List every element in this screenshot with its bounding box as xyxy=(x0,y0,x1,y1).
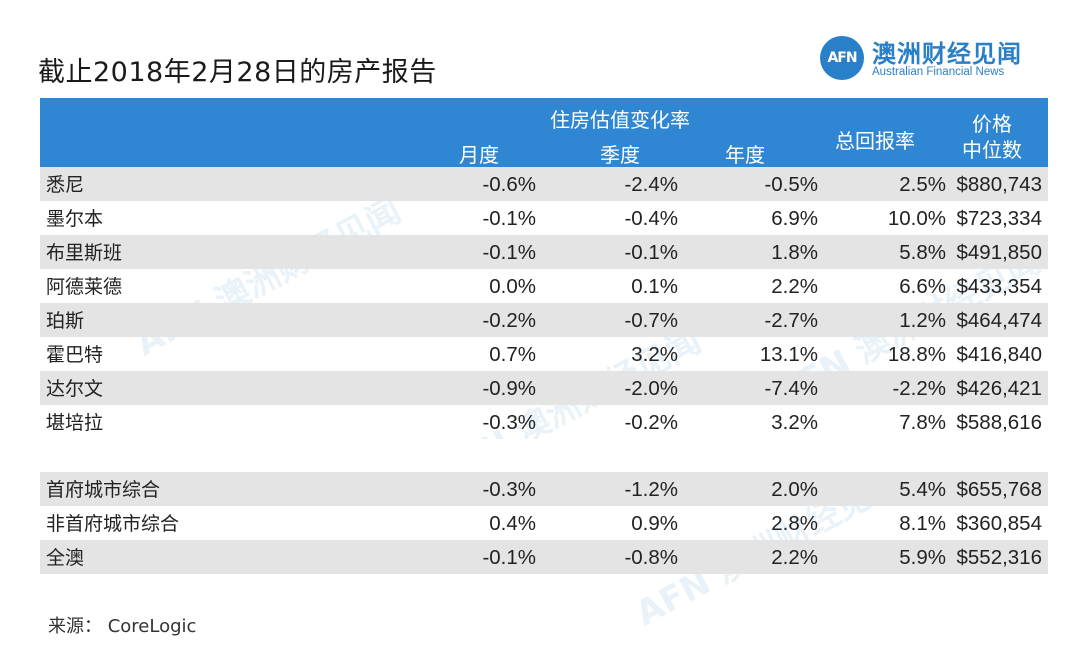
header-monthly: 月度 xyxy=(459,143,499,167)
city-name: 非首府城市综合 xyxy=(46,513,180,535)
city-name: 墨尔本 xyxy=(46,208,104,230)
table-header: 住房估值变化率 月度 季度 年度 总回报率 价格 中位数 xyxy=(40,98,1048,167)
monthly-value: -0.6% xyxy=(482,173,536,196)
annual-value: -7.4% xyxy=(764,377,818,400)
logo-english-name: Australian Financial News xyxy=(872,66,1005,78)
total-return-value: 18.8% xyxy=(887,343,946,366)
annual-value: 13.1% xyxy=(759,343,818,366)
median-price-value: $655,768 xyxy=(956,478,1042,501)
total-return-value: 2.5% xyxy=(899,173,946,196)
annual-value: 2.2% xyxy=(771,275,818,298)
annual-value: 2.0% xyxy=(771,478,818,501)
median-price-value: $426,421 xyxy=(956,377,1042,400)
total-return-value: 10.0% xyxy=(887,207,946,230)
table-row: 布里斯班 -0.1% -0.1% 1.8% 5.8% $491,850 xyxy=(40,235,1048,269)
quarterly-value: -0.7% xyxy=(624,309,678,332)
table-row: 全澳 -0.1% -0.8% 2.2% 5.9% $552,316 xyxy=(40,540,1048,574)
annual-value: 3.2% xyxy=(771,411,818,434)
monthly-value: 0.7% xyxy=(489,343,536,366)
quarterly-value: 0.1% xyxy=(631,275,678,298)
quarterly-value: -0.1% xyxy=(624,241,678,264)
total-return-value: 5.8% xyxy=(899,241,946,264)
total-return-value: 1.2% xyxy=(899,309,946,332)
annual-value: 2.2% xyxy=(771,546,818,569)
total-return-value: 7.8% xyxy=(899,411,946,434)
table-row: 霍巴特 0.7% 3.2% 13.1% 18.8% $416,840 xyxy=(40,337,1048,371)
table-spacer xyxy=(40,439,1048,472)
monthly-value: -0.2% xyxy=(482,309,536,332)
monthly-value: -0.1% xyxy=(482,207,536,230)
quarterly-value: -1.2% xyxy=(624,478,678,501)
total-return-value: 8.1% xyxy=(899,512,946,535)
quarterly-value: -2.0% xyxy=(624,377,678,400)
source-note: 来源： CoreLogic xyxy=(48,616,197,637)
brand-logo: AFN 澳洲财经见闻 Australian Financial News xyxy=(820,34,1050,84)
header-median-price: 价格 中位数 xyxy=(940,111,1044,163)
monthly-value: 0.0% xyxy=(489,275,536,298)
header-total-return: 总回报率 xyxy=(835,129,915,153)
median-price-value: $588,616 xyxy=(956,411,1042,434)
median-price-value: $723,334 xyxy=(956,207,1042,230)
monthly-value: -0.3% xyxy=(482,478,536,501)
quarterly-value: -0.2% xyxy=(624,411,678,434)
monthly-value: -0.3% xyxy=(482,411,536,434)
header-valuation-change: 住房估值变化率 xyxy=(550,108,690,132)
table-row: 悉尼 -0.6% -2.4% -0.5% 2.5% $880,743 xyxy=(40,167,1048,201)
logo-chinese-name: 澳洲财经见闻 xyxy=(872,40,1022,68)
table-row: 非首府城市综合 0.4% 0.9% 2.8% 8.1% $360,854 xyxy=(40,506,1048,540)
table-row: 阿德莱德 0.0% 0.1% 2.2% 6.6% $433,354 xyxy=(40,269,1048,303)
median-price-value: $552,316 xyxy=(956,546,1042,569)
city-name: 珀斯 xyxy=(46,310,85,332)
total-return-value: -2.2% xyxy=(892,377,946,400)
annual-value: 1.8% xyxy=(771,241,818,264)
monthly-value: -0.1% xyxy=(482,546,536,569)
table-row: 珀斯 -0.2% -0.7% -2.7% 1.2% $464,474 xyxy=(40,303,1048,337)
header-annual: 年度 xyxy=(725,143,765,167)
city-name: 阿德莱德 xyxy=(46,276,123,298)
table-row: 墨尔本 -0.1% -0.4% 6.9% 10.0% $723,334 xyxy=(40,201,1048,235)
city-name: 悉尼 xyxy=(46,174,85,196)
quarterly-value: 3.2% xyxy=(631,343,678,366)
monthly-value: 0.4% xyxy=(489,512,536,535)
monthly-value: -0.1% xyxy=(482,241,536,264)
table-row: 首府城市综合 -0.3% -1.2% 2.0% 5.4% $655,768 xyxy=(40,472,1048,506)
table-row: 堪培拉 -0.3% -0.2% 3.2% 7.8% $588,616 xyxy=(40,405,1048,439)
median-price-value: $360,854 xyxy=(956,512,1042,535)
quarterly-value: -0.4% xyxy=(624,207,678,230)
page-title: 截止2018年2月28日的房产报告 xyxy=(38,57,437,88)
quarterly-value: 0.9% xyxy=(631,512,678,535)
total-return-value: 5.4% xyxy=(899,478,946,501)
annual-value: -0.5% xyxy=(764,173,818,196)
total-return-value: 6.6% xyxy=(899,275,946,298)
annual-value: -2.7% xyxy=(764,309,818,332)
quarterly-value: -0.8% xyxy=(624,546,678,569)
median-price-value: $491,850 xyxy=(956,241,1042,264)
afn-logo-icon: AFN xyxy=(820,36,864,80)
median-price-value: $880,743 xyxy=(956,173,1042,196)
annual-value: 2.8% xyxy=(771,512,818,535)
header-quarterly: 季度 xyxy=(600,143,640,167)
annual-value: 6.9% xyxy=(771,207,818,230)
median-price-value: $464,474 xyxy=(956,309,1042,332)
table-row: 达尔文 -0.9% -2.0% -7.4% -2.2% $426,421 xyxy=(40,371,1048,405)
city-name: 布里斯班 xyxy=(46,242,123,264)
city-name: 首府城市综合 xyxy=(46,479,161,501)
property-report-table: 住房估值变化率 月度 季度 年度 总回报率 价格 中位数 悉尼 -0.6% -2… xyxy=(40,98,1048,574)
quarterly-value: -2.4% xyxy=(624,173,678,196)
median-price-value: $433,354 xyxy=(956,275,1042,298)
city-name: 达尔文 xyxy=(46,378,104,400)
header-median-line2: 中位数 xyxy=(962,138,1022,162)
header-median-line1: 价格 xyxy=(972,112,1012,136)
monthly-value: -0.9% xyxy=(482,377,536,400)
city-name: 堪培拉 xyxy=(46,412,104,434)
city-name: 全澳 xyxy=(46,547,85,569)
total-return-value: 5.9% xyxy=(899,546,946,569)
median-price-value: $416,840 xyxy=(956,343,1042,366)
city-name: 霍巴特 xyxy=(46,344,104,366)
